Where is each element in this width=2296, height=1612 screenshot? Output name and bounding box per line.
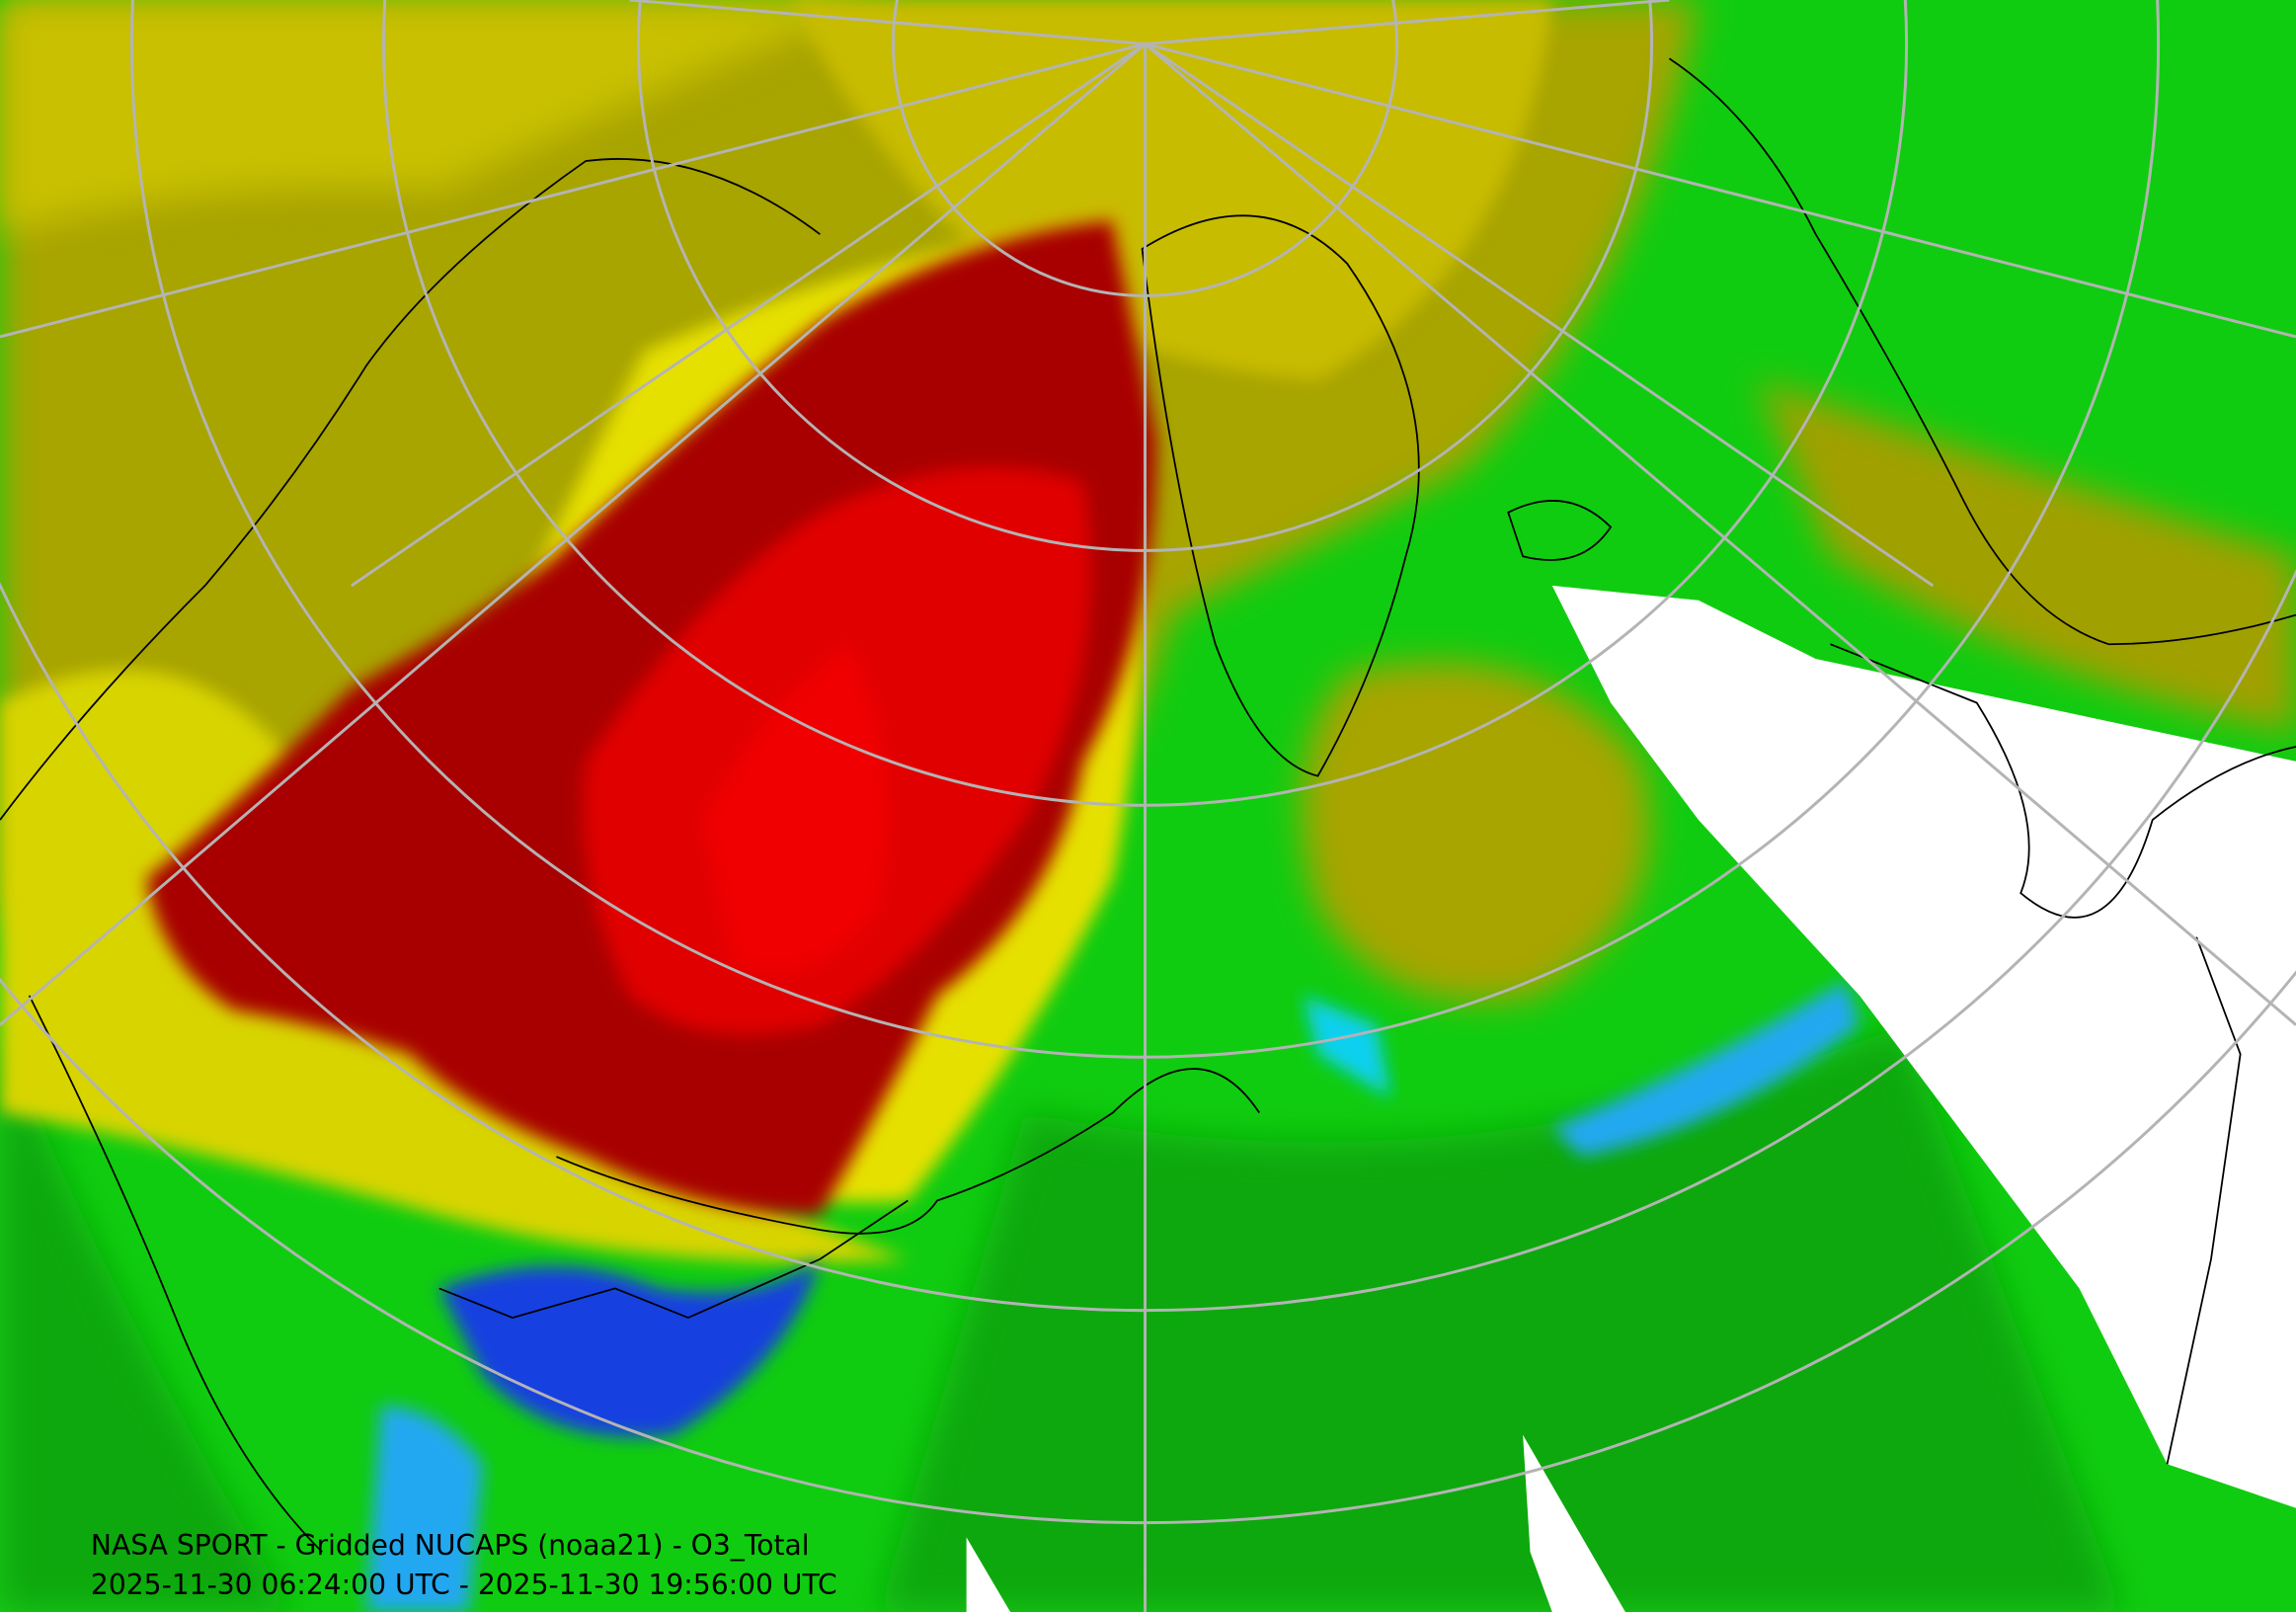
- caption-line2: 2025-11-30 06:24:00 UTC - 2025-11-30 19:…: [91, 1569, 837, 1601]
- coastlines: [0, 57, 2296, 1553]
- caption-line1: NASA SPORT - Gridded NUCAPS (noaa21) - O…: [91, 1529, 810, 1562]
